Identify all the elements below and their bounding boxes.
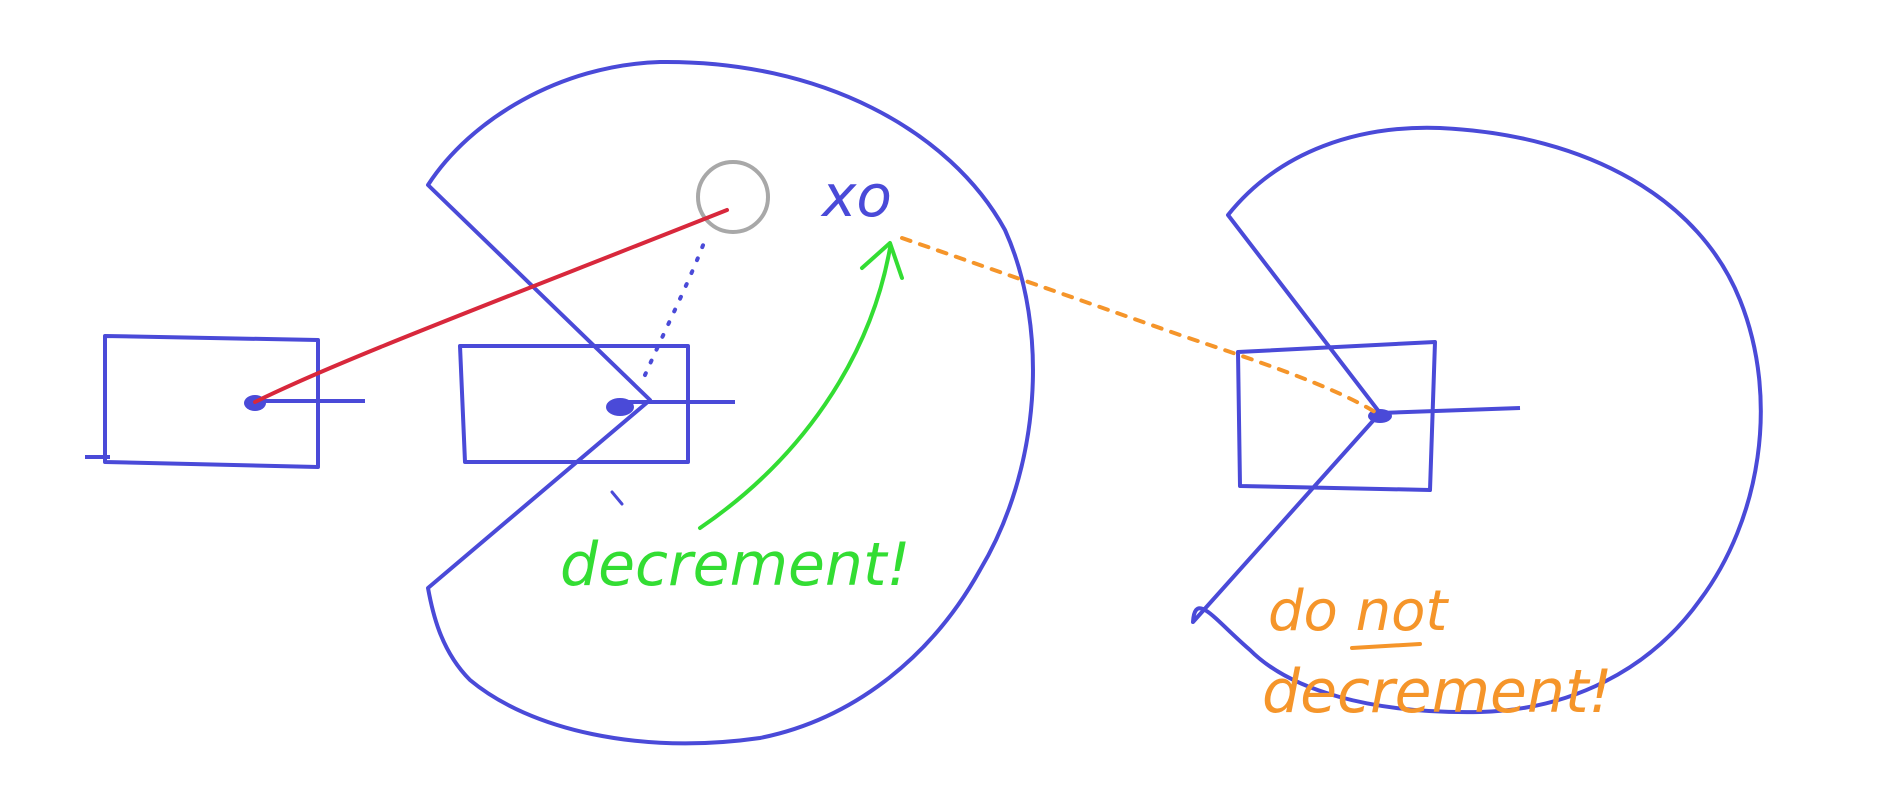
- do-not-decrement-label: decrement!: [1262, 657, 1613, 727]
- blue-dotted-link: [643, 238, 707, 377]
- not-underline: [1350, 642, 1422, 650]
- orange-dashed-link: [900, 236, 1377, 414]
- pointer-box-right: [1236, 340, 1437, 492]
- green-decrement-arrow: [698, 246, 892, 530]
- object-region-middle: [426, 59, 1035, 746]
- pointer-box-middle: [458, 344, 690, 464]
- pointer-box-middle-dot: [606, 398, 634, 416]
- red-pointer-line: [253, 208, 729, 404]
- do-not-label: do not: [1268, 579, 1449, 644]
- pointer-box-left: [85, 334, 320, 469]
- pointer-box-right-stub: [1379, 406, 1521, 415]
- object-region-right: [1191, 125, 1763, 715]
- decrement-label: decrement!: [560, 530, 911, 600]
- sentinel-circle: [696, 160, 770, 234]
- xo-label: xo: [820, 162, 892, 230]
- green-arrowhead: [860, 241, 904, 280]
- blue-tick-mark: [610, 490, 624, 506]
